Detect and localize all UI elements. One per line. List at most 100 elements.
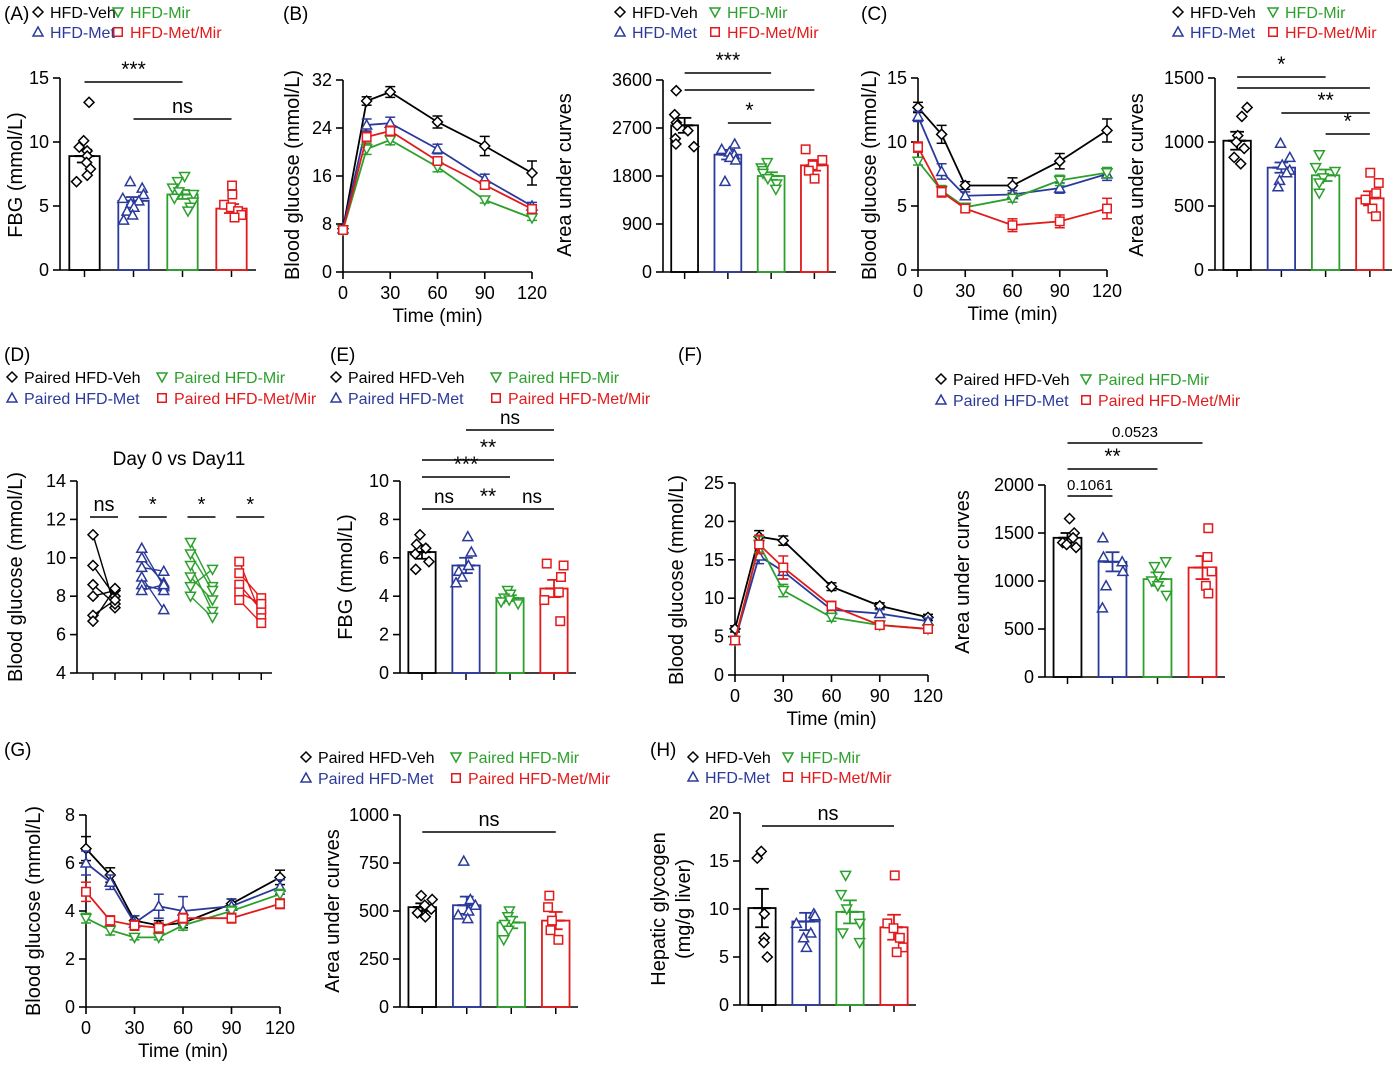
y-tick-label: 24 bbox=[312, 118, 332, 138]
legend-label: Paired HFD-Mir bbox=[468, 750, 580, 767]
y-axis-label: Blood glucose (mmol/L) bbox=[5, 472, 27, 682]
panel-G2: 0 250 500 750 1000 bbox=[349, 805, 578, 1017]
sig-label: ns bbox=[500, 408, 520, 429]
data-point bbox=[546, 915, 557, 926]
data-point bbox=[718, 174, 732, 187]
legend-marker bbox=[934, 372, 948, 386]
bar bbox=[1097, 560, 1128, 678]
data-point bbox=[728, 137, 741, 149]
y-tick-label: 0 bbox=[65, 997, 75, 1017]
data-point bbox=[1053, 181, 1067, 193]
data-point bbox=[206, 585, 219, 597]
data-point bbox=[836, 928, 850, 940]
y-tick-label: 2700 bbox=[612, 118, 652, 138]
y-axis-label: Blood glucose (mmol/L) bbox=[859, 70, 881, 280]
data-point bbox=[126, 208, 139, 220]
legend: Paired HFD-Veh Paired HFD-Mir Paired HFD-M… bbox=[299, 750, 611, 788]
data-point bbox=[889, 870, 900, 881]
sig-label: *** bbox=[454, 453, 479, 476]
y-tick-label: 750 bbox=[359, 853, 389, 873]
y-tick-label: 6 bbox=[56, 625, 66, 645]
data-point bbox=[543, 902, 554, 913]
data-point bbox=[671, 119, 684, 132]
data-point bbox=[361, 132, 372, 142]
legend-marker bbox=[31, 25, 45, 37]
y-tick-label: 0 bbox=[714, 665, 724, 685]
sig-label: ** bbox=[480, 436, 496, 459]
series-line bbox=[917, 106, 1108, 187]
data-point bbox=[79, 856, 93, 868]
data-point bbox=[758, 907, 771, 920]
y-tick-label: 1800 bbox=[612, 166, 652, 186]
data-point bbox=[411, 906, 424, 919]
data-point bbox=[539, 595, 550, 606]
legend-label: Paired HFD-Mir bbox=[174, 370, 286, 387]
data-point bbox=[1096, 531, 1110, 543]
data-point bbox=[178, 913, 188, 924]
data-point bbox=[761, 173, 775, 186]
legend: HFD-Veh HFD-Mir HFD-Met HFD-Met/Mir bbox=[686, 750, 892, 787]
y-tick-label: 12 bbox=[46, 509, 66, 529]
data-point bbox=[776, 585, 790, 598]
y-tick-label: 0 bbox=[39, 260, 49, 280]
y-tick-label: 0 bbox=[379, 663, 389, 683]
legend-marker bbox=[299, 771, 313, 783]
y-tick-label: 1500 bbox=[1164, 68, 1204, 88]
x-tick-label: 120 bbox=[913, 686, 943, 706]
data-point bbox=[234, 568, 245, 579]
data-point bbox=[184, 549, 197, 561]
data-point bbox=[234, 556, 245, 567]
data-point bbox=[840, 904, 854, 916]
data-point bbox=[729, 153, 743, 165]
series-line bbox=[342, 90, 533, 229]
data-point bbox=[935, 164, 948, 177]
x-tick-label: 0 bbox=[81, 1018, 91, 1038]
sig-label: ns bbox=[93, 494, 114, 516]
data-point bbox=[1280, 166, 1293, 178]
data-point bbox=[1373, 177, 1384, 188]
x-axis-label: Time (min) bbox=[392, 306, 482, 327]
data-point bbox=[117, 213, 130, 225]
data-point bbox=[132, 194, 146, 206]
sig-label: ns bbox=[478, 809, 499, 831]
y-tick-label: 10 bbox=[29, 132, 49, 152]
y-tick-label: 15 bbox=[704, 550, 724, 570]
legend-marker bbox=[1268, 27, 1278, 37]
data-point bbox=[1096, 601, 1109, 613]
y-tick-label: 15 bbox=[887, 68, 907, 88]
data-point bbox=[888, 923, 899, 934]
panel-F1: 0 5 10 15 20 25 0 30 60 90 120 Time (min) bbox=[704, 473, 943, 730]
legend-marker bbox=[613, 25, 627, 37]
data-point bbox=[825, 580, 838, 593]
panel-H: 0 5 10 15 20 bbox=[709, 803, 916, 1015]
y-tick-label: 8 bbox=[322, 214, 332, 234]
panel-C1: 0 5 10 15 0 30 60 90 120 Time (min) bbox=[887, 68, 1122, 325]
sig-label: * bbox=[198, 494, 206, 516]
legend-marker bbox=[491, 393, 501, 403]
data-point bbox=[1203, 523, 1214, 534]
data-point bbox=[455, 570, 469, 582]
sig-label: * bbox=[745, 99, 753, 122]
data-point bbox=[525, 166, 539, 180]
data-point bbox=[152, 932, 166, 944]
sig-label: ns bbox=[522, 487, 542, 508]
data-point bbox=[1054, 216, 1065, 227]
data-point bbox=[415, 889, 428, 902]
data-point bbox=[86, 615, 100, 628]
data-point bbox=[1328, 166, 1342, 178]
data-point bbox=[1203, 588, 1214, 599]
data-point bbox=[804, 926, 818, 938]
data-point bbox=[225, 906, 238, 918]
series-line bbox=[917, 146, 1108, 227]
sig-label: 0.0523 bbox=[1112, 424, 1158, 441]
data-point bbox=[853, 918, 867, 930]
legend-label: Paired HFD-Mir bbox=[1098, 372, 1210, 389]
series-line bbox=[342, 130, 533, 231]
data-point bbox=[751, 852, 764, 865]
x-tick-label: 30 bbox=[380, 283, 400, 303]
data-point bbox=[81, 886, 91, 897]
x-tick-label: 30 bbox=[773, 686, 793, 706]
series-line bbox=[917, 116, 1108, 197]
x-tick-label: 90 bbox=[1050, 281, 1070, 301]
data-point bbox=[730, 635, 740, 646]
